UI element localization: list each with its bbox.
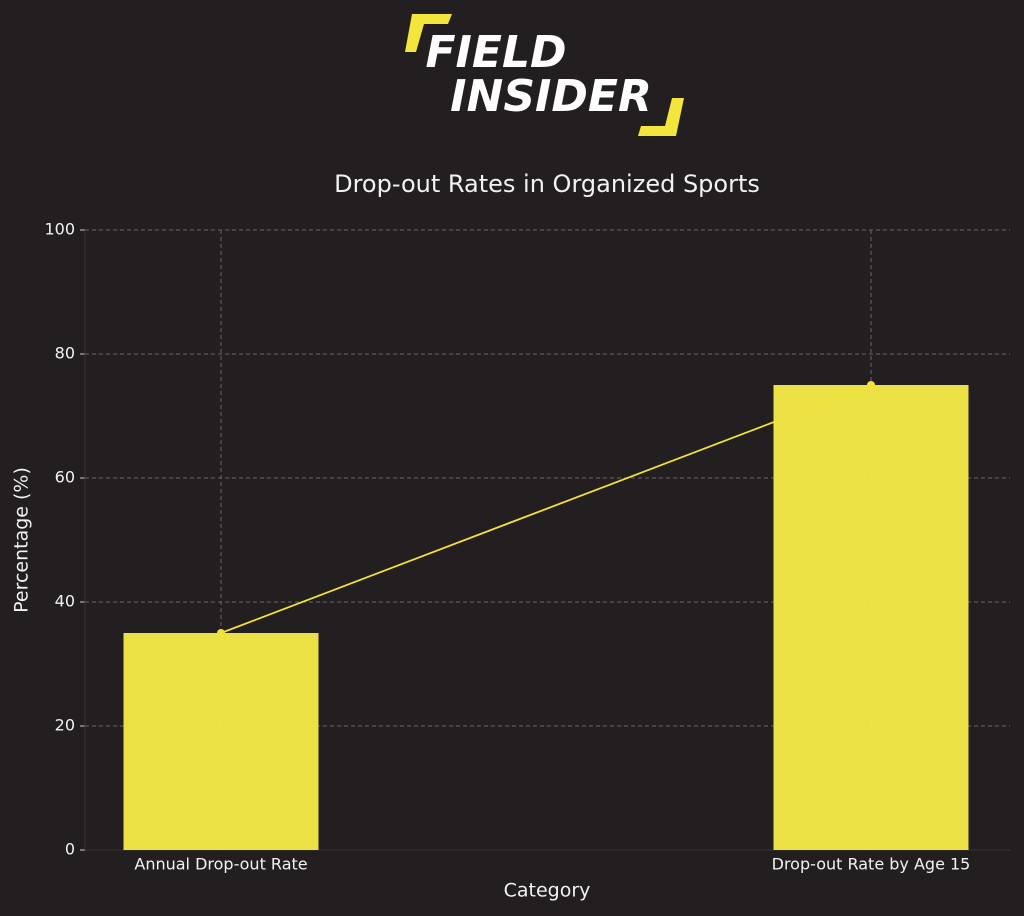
bar bbox=[123, 633, 319, 850]
y-tick-label: 20 bbox=[55, 716, 75, 735]
y-tick-label: 100 bbox=[44, 220, 75, 239]
y-tick-label: 0 bbox=[65, 840, 75, 859]
y-tick-label: 60 bbox=[55, 468, 75, 487]
y-tick-label: 40 bbox=[55, 592, 75, 611]
y-axis-label: Percentage (%) bbox=[11, 467, 33, 613]
chart-title: Drop-out Rates in Organized Sports bbox=[334, 170, 760, 198]
logo-text: INSIDER bbox=[450, 71, 652, 122]
logo-bracket bbox=[638, 98, 684, 136]
logo-text: FIELD bbox=[425, 27, 566, 78]
logo: FIELD INSIDER bbox=[405, 14, 684, 136]
bar bbox=[773, 385, 969, 850]
trend-line bbox=[220, 384, 872, 634]
y-tick-label: 80 bbox=[55, 344, 75, 363]
line-marker bbox=[217, 629, 225, 637]
x-tick-label: Drop-out Rate by Age 15 bbox=[772, 855, 971, 874]
line-marker bbox=[867, 381, 875, 389]
x-tick-label: Annual Drop-out Rate bbox=[134, 855, 307, 874]
logo-bracket bbox=[405, 14, 452, 52]
x-axis-label: Category bbox=[504, 880, 591, 902]
